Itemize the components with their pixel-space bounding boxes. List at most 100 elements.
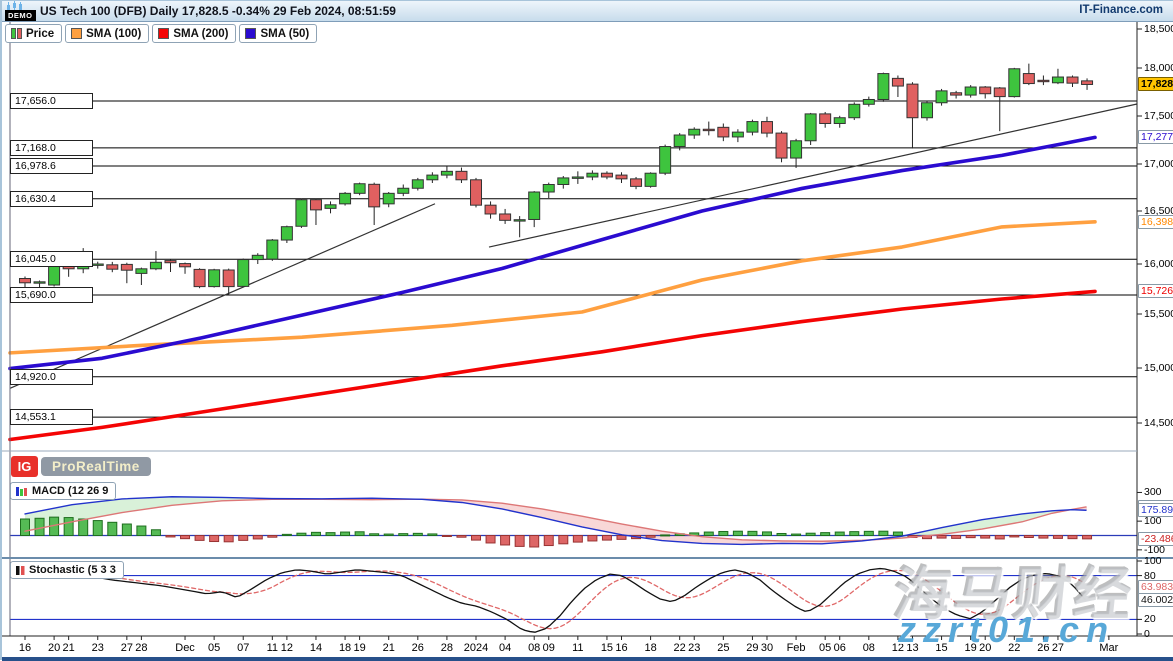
x-axis-label: 28 [440, 642, 454, 654]
stoch-axis-tick: 80 [1144, 569, 1156, 582]
x-axis-label: 28 [135, 642, 148, 654]
x-axis-label: 15 [600, 642, 614, 654]
x-axis-label: 22 [673, 642, 686, 654]
x-axis-label: 22 [1008, 642, 1021, 654]
stochastic-label-text: Stochastic (5 3 3 [29, 564, 116, 576]
title-bar [2, 1, 1173, 22]
stochastic-indicator-label[interactable]: Stochastic (5 3 3 [10, 561, 124, 579]
x-axis-label: 18 [644, 642, 657, 654]
x-axis-label: Mar [1099, 642, 1119, 654]
price-axis-tick: 14,500 [1144, 417, 1173, 429]
x-axis-label: 08 [528, 642, 541, 654]
x-axis-label: 21 [62, 642, 75, 654]
x-axis-label: 05 [208, 642, 221, 654]
x-axis-label: 04 [498, 642, 512, 654]
macd-axis-tick: -100 [1144, 543, 1166, 556]
macd-icon [16, 486, 27, 496]
x-axis-label: 27 [120, 642, 133, 654]
price-candles-icon [11, 28, 22, 39]
x-axis-label: 11 [572, 642, 584, 654]
price-level-label[interactable]: 15,690.0 [10, 287, 93, 303]
macd-indicator-label[interactable]: MACD (12 26 9 [10, 482, 117, 500]
stoch-value-box: 46.002 [1138, 593, 1173, 608]
price-axis-tick: 17,500 [1144, 110, 1173, 122]
legend-item-label: SMA (200) [173, 27, 229, 40]
price-axis-tick: 15,500 [1144, 308, 1173, 320]
price-value-box: 17,277.. [1138, 130, 1173, 145]
macd-axis-tick: 100 [1144, 515, 1162, 528]
x-axis-label: 11 [266, 642, 279, 654]
legend-item-label: SMA (50) [260, 27, 310, 40]
price-level-label[interactable]: 16,045.0 [10, 251, 93, 268]
x-axis-label: 07 [237, 642, 250, 654]
window-bottom-edge [2, 657, 1173, 661]
price-level-label[interactable]: 16,978.6 [10, 158, 93, 174]
x-axis-label: 20 [979, 642, 992, 654]
demo-badge: DEMO [5, 10, 36, 21]
price-value-box: 15,726.. [1138, 284, 1173, 299]
x-axis-label: 05 [819, 642, 832, 654]
x-axis-label: 16 [615, 642, 628, 654]
price-axis-tick: 18,500 [1144, 23, 1173, 35]
x-axis-label: 25 [717, 642, 730, 654]
stoch-axis-tick: 20 [1144, 613, 1156, 626]
price-axis-tick: 15,000 [1144, 362, 1173, 374]
page-title: US Tech 100 (DFB) Daily 17,828.5 -0.34% … [40, 4, 396, 18]
sma-color-swatch [71, 28, 83, 39]
macd-axis-tick: 300 [1144, 486, 1162, 499]
legend-item-label: SMA (100) [86, 27, 142, 40]
x-axis-label: 19 [964, 642, 977, 654]
x-axis-label: 27 [1051, 642, 1065, 654]
sma-color-swatch [158, 28, 170, 39]
legend-bar: Price SMA (100) SMA (200) SMA (50) [5, 24, 318, 43]
macd-value-box: 175.89 [1138, 503, 1173, 518]
stoch-axis-tick: 100 [1144, 555, 1162, 567]
x-axis-label: 13 [906, 642, 919, 654]
x-axis-label: 23 [688, 642, 701, 654]
legend-item-price[interactable]: Price [5, 24, 63, 43]
price-value-box: 17,828.. [1138, 77, 1173, 92]
legend-item-sma-100-[interactable]: SMA (100) [65, 24, 150, 43]
price-level-label[interactable]: 14,553.1 [10, 409, 93, 426]
x-axis-label: 14 [309, 642, 323, 654]
x-axis-label: 23 [91, 642, 104, 654]
brand-link[interactable]: IT-Finance.com [1079, 4, 1163, 16]
price-axis-tick: 18,000 [1144, 62, 1173, 74]
macd-label-text: MACD (12 26 9 [32, 485, 109, 497]
macd-value-box: -23.486 [1138, 531, 1173, 546]
x-axis-label: 2024 [463, 642, 489, 654]
x-axis-label: 08 [862, 642, 875, 654]
price-axis-tick: 16,000 [1144, 258, 1173, 270]
x-axis-label: 12 [280, 642, 293, 654]
x-axis-label: Dec [175, 642, 195, 654]
x-axis-label: 26 [1037, 642, 1050, 654]
legend-item-sma-50-[interactable]: SMA (50) [239, 24, 318, 43]
x-axis-label: 21 [382, 642, 395, 654]
legend-item-sma-200-[interactable]: SMA (200) [152, 24, 237, 43]
price-level-label[interactable]: 17,168.0 [10, 139, 93, 156]
x-axis-label: Feb [786, 642, 806, 654]
x-axis-label: 12 [891, 642, 905, 654]
ig-logo[interactable]: IG [11, 456, 38, 477]
price-axis-tick: 16,500 [1144, 205, 1173, 217]
sma-color-swatch [245, 28, 257, 39]
x-axis-label: 26 [411, 642, 424, 654]
stochastic-icon [16, 565, 25, 575]
stoch-axis-tick: 0 [1144, 628, 1150, 640]
x-axis-label: 09 [542, 642, 555, 654]
price-level-label[interactable]: 14,920.0 [10, 368, 93, 385]
x-axis-label: 18 [338, 642, 352, 654]
prorealtime-logo[interactable]: ProRealTime [41, 457, 151, 476]
price-level-label[interactable]: 17,656.0 [10, 93, 93, 110]
price-value-box: 16,398.. [1138, 214, 1173, 229]
stoch-value-box: 63.983 [1138, 580, 1173, 595]
price-axis-tick: 17,000 [1144, 158, 1173, 170]
x-axis-label: 30 [760, 642, 774, 654]
x-axis-label: 29 [746, 642, 759, 654]
legend-item-label: Price [26, 27, 55, 40]
x-axis-label: 20 [47, 642, 61, 654]
price-level-label[interactable]: 16,630.4 [10, 190, 93, 207]
x-axis-label: 16 [18, 642, 32, 654]
